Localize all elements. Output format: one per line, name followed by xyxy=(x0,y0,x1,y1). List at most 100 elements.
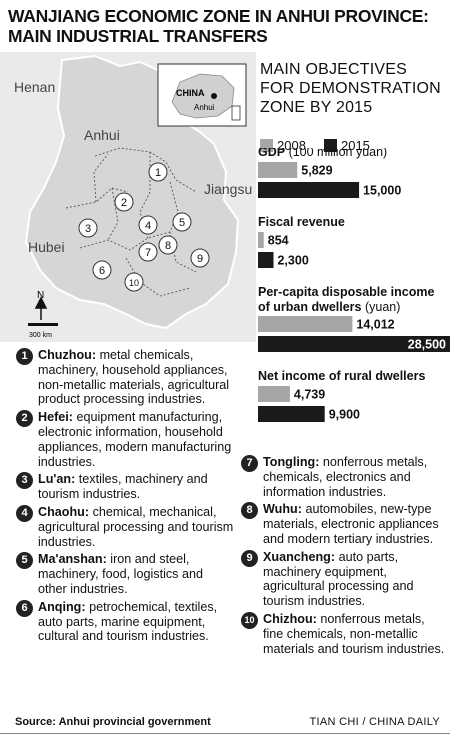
item-city: Xuancheng: xyxy=(263,549,339,564)
group-label: GDP (100 million yuan) xyxy=(258,148,387,159)
legend: 2008 2015 xyxy=(260,138,370,153)
label-henan: Henan xyxy=(14,79,55,95)
page-title: WANJIANG ECONOMIC ZONE IN ANHUI PROVINCE… xyxy=(8,6,429,46)
item-city: Chuzhou: xyxy=(38,348,100,362)
item-text: automobiles, new-type materials, electro… xyxy=(263,502,439,546)
objectives-chart: GDP (100 million yuan) 5,829 15,000 Fiscal … xyxy=(258,148,450,422)
svg-text:7: 7 xyxy=(145,247,151,259)
item-number: 3 xyxy=(16,472,33,490)
label-anhui: Anhui xyxy=(84,127,120,143)
legend-swatch-2015 xyxy=(323,139,337,152)
bar-2015 xyxy=(258,406,325,422)
item-city: Chaohu: xyxy=(38,504,93,519)
source-note: Source: Anhui provincial government xyxy=(15,716,211,728)
item-number: 7 xyxy=(241,455,258,472)
anhui-map: Henan Anhui Jiangsu Hubei CHINA Anhui N … xyxy=(0,52,256,342)
industry-item: 3 Lu'an: textiles, machinery and tourism … xyxy=(16,472,234,502)
bar-2008 xyxy=(258,162,298,178)
svg-text:6: 6 xyxy=(99,265,105,277)
inset-china-label: CHINA xyxy=(176,88,205,98)
bar-value-label: 15,000 xyxy=(363,184,401,198)
legend-label-2008: 2008 xyxy=(277,138,306,153)
svg-text:1: 1 xyxy=(155,167,161,179)
item-city: Hefei: xyxy=(38,410,77,425)
svg-text:8: 8 xyxy=(165,240,171,252)
label-hubei: Hubei xyxy=(28,239,65,255)
china-inset: CHINA Anhui xyxy=(157,63,247,127)
map-marker: 3 xyxy=(78,218,98,238)
region-labels: Henan Anhui Jiangsu Hubei xyxy=(14,79,252,255)
svg-text:2: 2 xyxy=(121,197,127,209)
item-text: metal chemicals, machinery, household ap… xyxy=(38,348,230,407)
item-number: 4 xyxy=(16,504,33,522)
svg-text:9: 9 xyxy=(197,253,203,265)
item-number: 5 xyxy=(16,552,33,570)
industry-item: 6 Anqing: petrochemical, textiles, auto p… xyxy=(16,599,234,644)
inset-anhui-label: Anhui xyxy=(194,103,215,112)
legend-label-2015: 2015 xyxy=(340,138,370,153)
item-text: chemical, mechanical, agricultural proce… xyxy=(38,504,234,549)
item-number: 9 xyxy=(241,549,258,567)
item-number: 1 xyxy=(16,348,33,365)
map-marker: 7 xyxy=(138,242,158,262)
divider xyxy=(0,733,450,734)
item-city: Anqing: xyxy=(38,599,90,614)
industry-item: 10 Chizhou: nonferrous metals, fine chemi… xyxy=(241,611,447,656)
svg-text:N: N xyxy=(37,290,44,301)
industry-item: 1 Chuzhou: metal chemicals, machinery, ho… xyxy=(16,348,234,407)
items-left: 1 Chuzhou: metal chemicals, machinery, ho… xyxy=(16,348,234,647)
scale-bar: 300 km xyxy=(28,323,58,339)
industry-item: 8 Wuhu: automobiles, new-type materials, … xyxy=(241,502,447,546)
svg-text:4: 4 xyxy=(145,220,151,232)
map-marker: 8 xyxy=(158,235,178,255)
map-marker: 1 xyxy=(148,162,168,182)
bar-value-label: 2,300 xyxy=(277,254,308,268)
item-text: auto parts, machinery equipment, agricul… xyxy=(263,549,414,609)
bar-value-label: 9,900 xyxy=(329,408,360,422)
bar-value-label: 854 xyxy=(268,234,289,248)
item-number: 6 xyxy=(16,599,33,617)
map-marker: 5 xyxy=(172,212,192,232)
group-label: Per-capita disposable income of urban dwe… xyxy=(258,285,434,314)
map-marker: 2 xyxy=(114,192,134,212)
industry-item: 5 Ma'anshan: iron and steel, machinery, f… xyxy=(16,552,234,596)
map-marker: 9 xyxy=(190,248,210,268)
map-marker: 10 xyxy=(124,272,144,292)
bar-2008 xyxy=(258,232,264,248)
map-marker: 4 xyxy=(138,215,158,235)
industry-item: 4 Chaohu: chemical, mechanical, agricultu… xyxy=(16,504,234,549)
item-city: Chizhou: xyxy=(263,611,321,626)
bar-value-label: 5,829 xyxy=(301,164,332,178)
item-city: Tongling: xyxy=(263,455,323,469)
map-marker: 6 xyxy=(92,260,112,280)
industry-item: 9 Xuancheng: auto parts, machinery equipm… xyxy=(241,549,447,609)
industry-item: 2 Hefei: equipment manufacturing, electro… xyxy=(16,410,234,469)
legend-swatch-2008 xyxy=(260,139,273,152)
item-city: Lu'an: xyxy=(38,472,79,487)
item-text: petrochemical, textiles, auto parts, mar… xyxy=(38,599,218,644)
bar-2015 xyxy=(258,336,450,352)
item-number: 10 xyxy=(241,611,258,629)
industry-item: 7 Tongling: nonferrous metals, chemicals,… xyxy=(241,455,447,499)
credit: TIAN CHI / CHINA DAILY xyxy=(309,716,440,728)
label-jiangsu: Jiangsu xyxy=(204,181,252,197)
items-right: 7 Tongling: nonferrous metals, chemicals,… xyxy=(241,455,447,659)
bar-value-label: 4,739 xyxy=(294,388,325,402)
item-city: Wuhu: xyxy=(263,502,306,517)
svg-text:10: 10 xyxy=(129,278,139,288)
svg-text:5: 5 xyxy=(179,217,185,229)
bar-value-label: 14,012 xyxy=(356,318,394,332)
north-arrow: N xyxy=(34,290,48,320)
bar-value-label: 28,500 xyxy=(408,338,446,352)
bar-2008 xyxy=(258,386,290,402)
item-text: nonferrous metals, fine chemicals, non-m… xyxy=(263,611,445,656)
item-text: iron and steel, machinery, food, logisti… xyxy=(38,552,203,596)
item-text: equipment manufacturing, electronic info… xyxy=(38,410,232,469)
bar-2015 xyxy=(258,182,360,198)
item-number: 2 xyxy=(16,410,33,428)
bar-2015 xyxy=(258,252,274,268)
item-city: Ma'anshan: xyxy=(38,552,111,567)
city-markers: 1 2 3 4 5 6 7 8 9 10 xyxy=(78,162,210,292)
svg-text:300 km: 300 km xyxy=(29,332,52,339)
bar-2008 xyxy=(258,316,353,332)
